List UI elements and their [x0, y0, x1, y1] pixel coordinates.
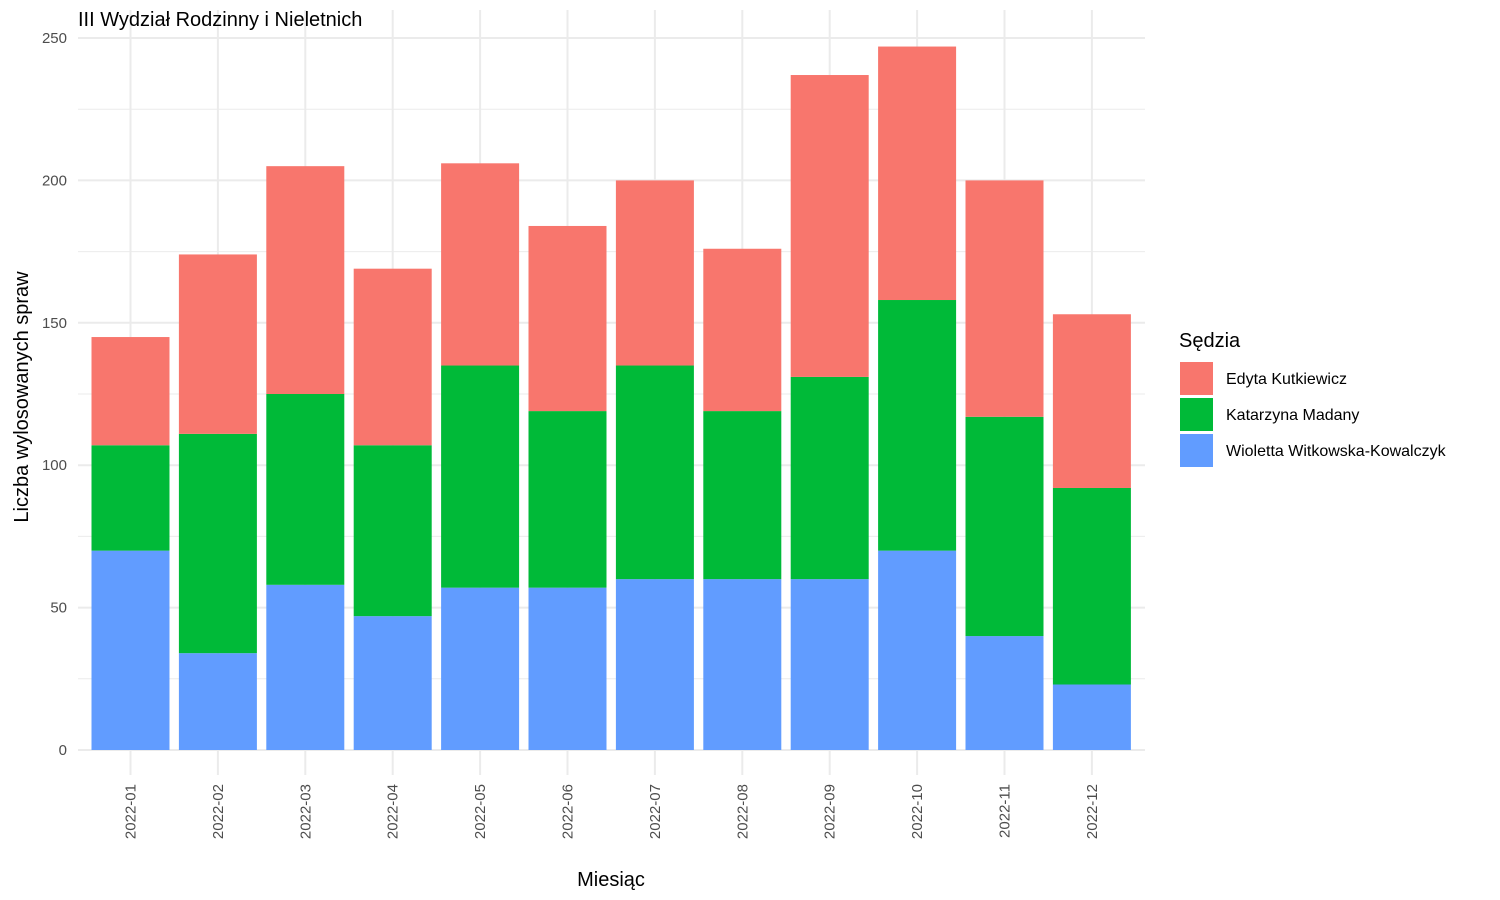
bar-segment — [703, 579, 782, 750]
bar-segment — [528, 225, 607, 412]
bar-segment — [878, 46, 957, 301]
bar-segment — [703, 248, 782, 412]
x-axis-title: Miesiąc — [577, 869, 645, 891]
bar-segment — [353, 268, 432, 446]
bar-segment — [1052, 487, 1131, 685]
y-axis-ticks: 0 50 100 150 200 250 — [42, 30, 67, 759]
bar-segment — [266, 584, 345, 750]
bar-segment — [178, 254, 257, 434]
x-tick-label: 2022-08 — [734, 784, 751, 839]
bar-segment — [790, 75, 869, 377]
bar-segment — [965, 636, 1044, 750]
x-tick-label: 2022-06 — [560, 784, 577, 839]
x-tick-label: 2022-09 — [822, 784, 839, 839]
bar-segment — [615, 365, 694, 580]
y-tick-label: 200 — [42, 172, 67, 189]
bar-segment — [878, 550, 957, 750]
x-tick-label: 2022-04 — [385, 784, 402, 839]
bar-segment — [266, 166, 345, 394]
bar-segment — [615, 579, 694, 750]
x-tick-label: 2022-01 — [123, 784, 140, 839]
legend-label: Katarzyna Madany — [1226, 407, 1359, 424]
bar-segment — [1052, 684, 1131, 750]
bar-segment — [91, 550, 170, 750]
bar-segment — [178, 433, 257, 654]
bar-segment — [965, 416, 1044, 637]
bar-segment — [353, 616, 432, 750]
bar-segment — [790, 376, 869, 580]
x-tick-label: 2022-11 — [997, 784, 1014, 838]
legend-swatch — [1180, 398, 1213, 431]
legend: Sędzia Edyta Kutkiewicz Katarzyna Madany W… — [1179, 330, 1447, 467]
y-tick-label: 250 — [42, 30, 67, 47]
chart-title: III Wydział Rodzinny i Nieletnich — [78, 9, 362, 31]
y-tick-label: 100 — [42, 457, 67, 474]
y-tick-label: 150 — [42, 315, 67, 332]
legend-title: Sędzia — [1179, 330, 1241, 352]
x-tick-label: 2022-07 — [647, 784, 664, 839]
x-tick-label: 2022-03 — [297, 784, 314, 839]
x-tick-label: 2022-02 — [210, 784, 227, 839]
y-tick-label: 50 — [50, 600, 67, 617]
legend-label: Edyta Kutkiewicz — [1226, 371, 1347, 388]
bars — [91, 46, 1131, 750]
bar-segment — [353, 445, 432, 617]
y-tick-label: 0 — [59, 742, 67, 759]
bar-segment — [528, 411, 607, 588]
legend-label: Wioletta Witkowska-Kowalczyk — [1226, 443, 1447, 460]
bar-segment — [878, 300, 957, 551]
bar-segment — [965, 180, 1044, 417]
bar-segment — [441, 365, 520, 588]
legend-swatch — [1180, 362, 1213, 395]
bar-segment — [703, 411, 782, 580]
bar-segment — [441, 163, 520, 366]
x-axis-ticks: 2022-01 2022-02 2022-03 2022-04 2022-05 2022-… — [123, 784, 1101, 839]
y-axis-title: Liczba wylosowanych spraw — [11, 271, 33, 523]
bar-segment — [1052, 314, 1131, 488]
bar-segment — [91, 445, 170, 551]
bar-segment — [790, 579, 869, 750]
bar-segment — [615, 180, 694, 366]
bar-segment — [178, 653, 257, 750]
bar-segment — [528, 587, 607, 750]
bar-segment — [441, 587, 520, 750]
bar-segment — [91, 337, 170, 446]
x-tick-label: 2022-05 — [472, 784, 489, 839]
x-tick-label: 2022-10 — [909, 784, 926, 839]
x-tick-label: 2022-12 — [1084, 784, 1101, 839]
legend-swatch — [1180, 434, 1213, 467]
bar-segment — [266, 394, 345, 585]
